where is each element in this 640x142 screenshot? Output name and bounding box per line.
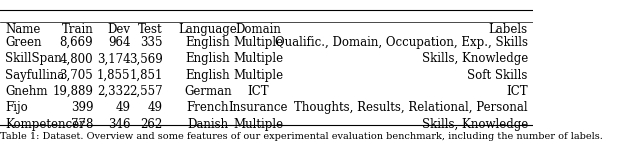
Text: 19,889: 19,889 bbox=[52, 85, 93, 98]
Text: SkillSpan: SkillSpan bbox=[5, 52, 62, 65]
Text: Insurance: Insurance bbox=[229, 101, 288, 114]
Text: English: English bbox=[186, 69, 230, 82]
Text: 3,705: 3,705 bbox=[60, 69, 93, 82]
Text: ICT: ICT bbox=[506, 85, 528, 98]
Text: 3,174: 3,174 bbox=[97, 52, 131, 65]
Text: 49: 49 bbox=[116, 101, 131, 114]
Text: Name: Name bbox=[5, 23, 41, 36]
Text: 3,569: 3,569 bbox=[129, 52, 163, 65]
Text: Sayfullina: Sayfullina bbox=[5, 69, 65, 82]
Text: English: English bbox=[186, 36, 230, 49]
Text: Dev: Dev bbox=[108, 23, 131, 36]
Text: French: French bbox=[187, 101, 229, 114]
Text: Multiple: Multiple bbox=[234, 69, 284, 82]
Text: 262: 262 bbox=[140, 118, 163, 131]
Text: Multiple: Multiple bbox=[234, 118, 284, 131]
Text: Soft Skills: Soft Skills bbox=[467, 69, 528, 82]
Text: Skills, Knowledge: Skills, Knowledge bbox=[422, 52, 528, 65]
Text: Thoughts, Results, Relational, Personal: Thoughts, Results, Relational, Personal bbox=[294, 101, 528, 114]
Text: 49: 49 bbox=[148, 101, 163, 114]
Text: 964: 964 bbox=[108, 36, 131, 49]
Text: Gnehm: Gnehm bbox=[5, 85, 48, 98]
Text: German: German bbox=[184, 85, 232, 98]
Text: Train: Train bbox=[61, 23, 93, 36]
Text: Language: Language bbox=[179, 23, 237, 36]
Text: 335: 335 bbox=[140, 36, 163, 49]
Text: Table 1: Dataset. Overview and some features of our experimental evaluation benc: Table 1: Dataset. Overview and some feat… bbox=[0, 132, 603, 141]
Text: 399: 399 bbox=[71, 101, 93, 114]
Text: 778: 778 bbox=[71, 118, 93, 131]
Text: Domain: Domain bbox=[236, 23, 282, 36]
Text: ICT: ICT bbox=[248, 85, 269, 98]
Text: Fijo: Fijo bbox=[5, 101, 28, 114]
Text: Green: Green bbox=[5, 36, 42, 49]
Text: Multiple: Multiple bbox=[234, 36, 284, 49]
Text: Kompetencer: Kompetencer bbox=[5, 118, 85, 131]
Text: 4,800: 4,800 bbox=[60, 52, 93, 65]
Text: Qualific., Domain, Occupation, Exp., Skills: Qualific., Domain, Occupation, Exp., Ski… bbox=[275, 36, 528, 49]
Text: 8,669: 8,669 bbox=[60, 36, 93, 49]
Text: 1,851: 1,851 bbox=[129, 69, 163, 82]
Text: Test: Test bbox=[138, 23, 163, 36]
Text: Danish: Danish bbox=[188, 118, 228, 131]
Text: Labels: Labels bbox=[489, 23, 528, 36]
Text: 1,855: 1,855 bbox=[97, 69, 131, 82]
Text: 346: 346 bbox=[108, 118, 131, 131]
Text: English: English bbox=[186, 52, 230, 65]
Text: 2,557: 2,557 bbox=[129, 85, 163, 98]
Text: Multiple: Multiple bbox=[234, 52, 284, 65]
Text: Skills, Knowledge: Skills, Knowledge bbox=[422, 118, 528, 131]
Text: 2,332: 2,332 bbox=[97, 85, 131, 98]
